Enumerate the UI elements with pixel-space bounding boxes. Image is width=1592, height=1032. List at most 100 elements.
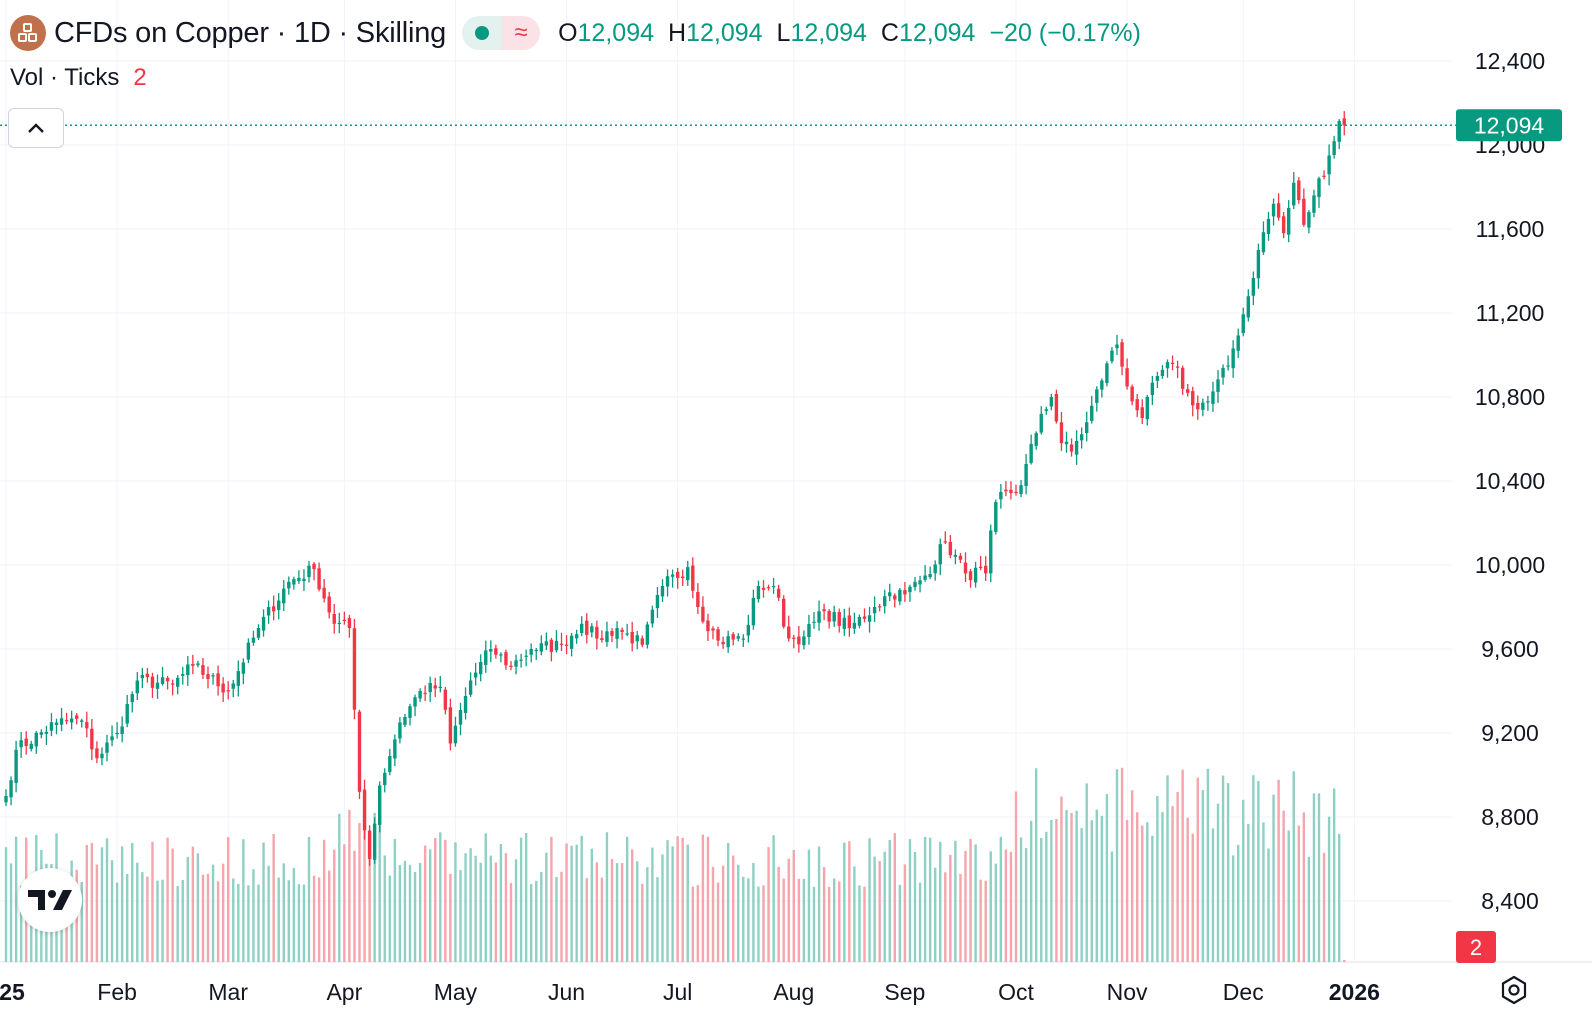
candle-body bbox=[559, 643, 564, 645]
candle-body bbox=[236, 671, 240, 686]
symbol-title[interactable]: CFDs on Copper · 1D · Skilling bbox=[54, 16, 447, 49]
volume-bar bbox=[479, 862, 482, 962]
volume-bar bbox=[247, 885, 250, 962]
volume-bar bbox=[464, 853, 467, 962]
status-pill[interactable]: ≈ bbox=[462, 16, 541, 50]
volume-bar bbox=[1216, 803, 1220, 962]
time-tick-label: Dec bbox=[1223, 979, 1264, 1005]
tradingview-logo-icon[interactable] bbox=[18, 868, 82, 932]
chevron-up-icon bbox=[28, 123, 44, 133]
volume-bar bbox=[913, 851, 917, 962]
candle-body bbox=[1024, 464, 1028, 487]
candle-body bbox=[590, 626, 594, 633]
volume-bar bbox=[1242, 799, 1245, 962]
gear-icon[interactable] bbox=[1498, 974, 1530, 1006]
candle-body bbox=[59, 718, 64, 725]
candle-body bbox=[650, 609, 655, 624]
candle-body bbox=[332, 613, 336, 624]
price-axis[interactable]: 8,400 8,800 9,200 9,600 10,000 10,400 10,800 11… bbox=[1475, 48, 1545, 914]
copper-symbol-icon[interactable] bbox=[10, 15, 46, 51]
volume-bar bbox=[1105, 794, 1109, 962]
volume-bar bbox=[1226, 783, 1230, 962]
candle-body bbox=[39, 732, 44, 735]
candle-body bbox=[1085, 422, 1089, 434]
volume-bar bbox=[252, 869, 255, 962]
volume-bar bbox=[312, 875, 316, 962]
volume-bar bbox=[297, 884, 301, 962]
grid bbox=[0, 0, 1592, 963]
volume-bar bbox=[555, 877, 558, 962]
volume-bar bbox=[939, 841, 942, 962]
volume-bar bbox=[146, 876, 149, 962]
candle-body bbox=[19, 740, 23, 748]
volume-bar bbox=[550, 836, 553, 962]
candle-body bbox=[1004, 489, 1008, 492]
candle-body bbox=[251, 637, 256, 643]
volume-bar bbox=[494, 862, 498, 962]
volume-bar bbox=[646, 867, 649, 962]
candle-body bbox=[322, 587, 326, 599]
candle-body bbox=[302, 578, 306, 582]
candle-body bbox=[1034, 433, 1038, 446]
candle-body bbox=[479, 661, 483, 675]
change-value: −20 (−0.17%) bbox=[989, 18, 1141, 47]
candle-body bbox=[519, 659, 523, 661]
volume-bar bbox=[1327, 816, 1331, 962]
volume-bar bbox=[434, 837, 437, 962]
candle-body bbox=[130, 694, 134, 703]
candle-body bbox=[468, 680, 473, 695]
candle-body bbox=[372, 823, 377, 860]
candle-body bbox=[1069, 444, 1074, 452]
candle-body bbox=[494, 648, 498, 655]
candle-body bbox=[802, 636, 806, 646]
volume-bar bbox=[737, 864, 740, 962]
candle-body bbox=[973, 567, 978, 583]
volume-legend[interactable]: Vol · Ticks 2 bbox=[10, 64, 147, 92]
candle-body bbox=[413, 697, 417, 707]
time-tick-label: Sep bbox=[884, 979, 925, 1005]
candle-body bbox=[832, 612, 836, 622]
candle-body bbox=[1342, 118, 1346, 126]
candle-body bbox=[1307, 212, 1311, 228]
candle-body bbox=[736, 636, 740, 639]
candle-body bbox=[206, 674, 210, 680]
candle-body bbox=[115, 733, 119, 735]
volume-bar bbox=[338, 813, 341, 962]
candle-body bbox=[287, 581, 291, 589]
volume-bar bbox=[14, 836, 18, 962]
volume-bar bbox=[918, 882, 922, 962]
volume-bar bbox=[883, 851, 886, 962]
candle-body bbox=[1160, 369, 1165, 376]
candle-body bbox=[1251, 278, 1256, 296]
volume-bar bbox=[307, 837, 311, 962]
volume-bar bbox=[126, 873, 129, 962]
volume-bar bbox=[974, 844, 977, 962]
candle-body bbox=[978, 566, 983, 569]
candle-body bbox=[337, 622, 341, 624]
candle-body bbox=[1009, 489, 1013, 494]
volume-bar bbox=[1120, 767, 1124, 962]
candle-body bbox=[408, 706, 412, 718]
candle-body bbox=[241, 662, 246, 674]
volume-bar bbox=[1252, 775, 1255, 962]
candle-body bbox=[1292, 182, 1296, 206]
volume-bar bbox=[691, 886, 694, 962]
volume-bar bbox=[1237, 844, 1240, 962]
candle-body bbox=[1287, 207, 1291, 235]
volume-bar bbox=[949, 854, 952, 962]
volume-bar bbox=[706, 836, 710, 962]
volume-bar bbox=[817, 846, 821, 962]
time-axis[interactable]: 25 Feb Mar Apr May Jun Jul Aug Sep Oct Nov Dec 2026 bbox=[0, 979, 1380, 1005]
volume-bar bbox=[444, 839, 447, 962]
price-tick-label: 8,400 bbox=[1481, 888, 1539, 914]
candle-body bbox=[1337, 121, 1341, 142]
collapse-legend-button[interactable] bbox=[8, 108, 64, 148]
candle-body bbox=[448, 707, 453, 744]
candle-body bbox=[615, 628, 619, 639]
volume-bar bbox=[1019, 837, 1023, 962]
candle-body bbox=[1231, 348, 1235, 369]
candle-body bbox=[80, 720, 84, 722]
candle-body bbox=[605, 631, 609, 642]
candle-body bbox=[625, 633, 629, 635]
